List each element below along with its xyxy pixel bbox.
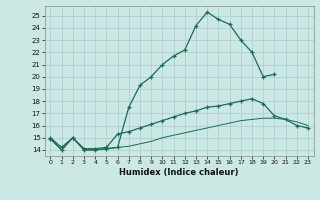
X-axis label: Humidex (Indice chaleur): Humidex (Indice chaleur) (119, 168, 239, 177)
